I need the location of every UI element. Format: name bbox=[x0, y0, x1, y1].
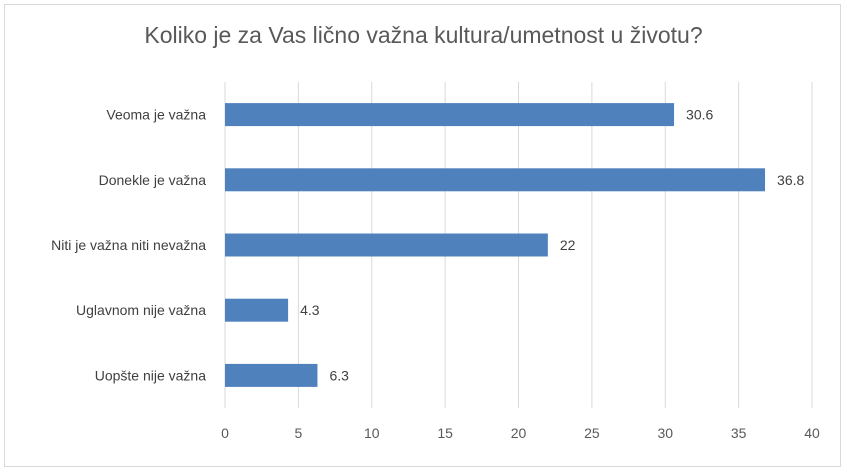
category-label: Uglavnom nije važna bbox=[76, 302, 206, 318]
x-tick-label: 30 bbox=[657, 425, 673, 441]
category-label: Donekle je važna bbox=[99, 172, 207, 188]
x-tick-label: 35 bbox=[731, 425, 747, 441]
x-tick-label: 15 bbox=[437, 425, 453, 441]
data-label: 22 bbox=[560, 237, 576, 253]
category-label: Niti je važna niti nevažna bbox=[51, 237, 206, 253]
x-tick-label: 25 bbox=[584, 425, 600, 441]
x-tick-label: 0 bbox=[221, 425, 229, 441]
bar bbox=[225, 363, 318, 387]
bar bbox=[225, 103, 675, 127]
category-label: Uopšte nije važna bbox=[95, 367, 207, 383]
x-tick-label: 10 bbox=[364, 425, 380, 441]
bar bbox=[225, 168, 766, 192]
data-label: 6.3 bbox=[329, 367, 349, 383]
x-tick-label: 5 bbox=[294, 425, 302, 441]
chart-title: Koliko je za Vas lično važna kultura/ume… bbox=[144, 22, 703, 48]
data-label: 36.8 bbox=[777, 172, 804, 188]
x-tick-label: 40 bbox=[804, 425, 820, 441]
data-label: 4.3 bbox=[300, 302, 320, 318]
category-label: Veoma je važna bbox=[106, 107, 206, 123]
x-tick-label: 20 bbox=[511, 425, 527, 441]
bar bbox=[225, 298, 289, 322]
bar bbox=[225, 233, 548, 257]
data-label: 30.6 bbox=[686, 107, 713, 123]
